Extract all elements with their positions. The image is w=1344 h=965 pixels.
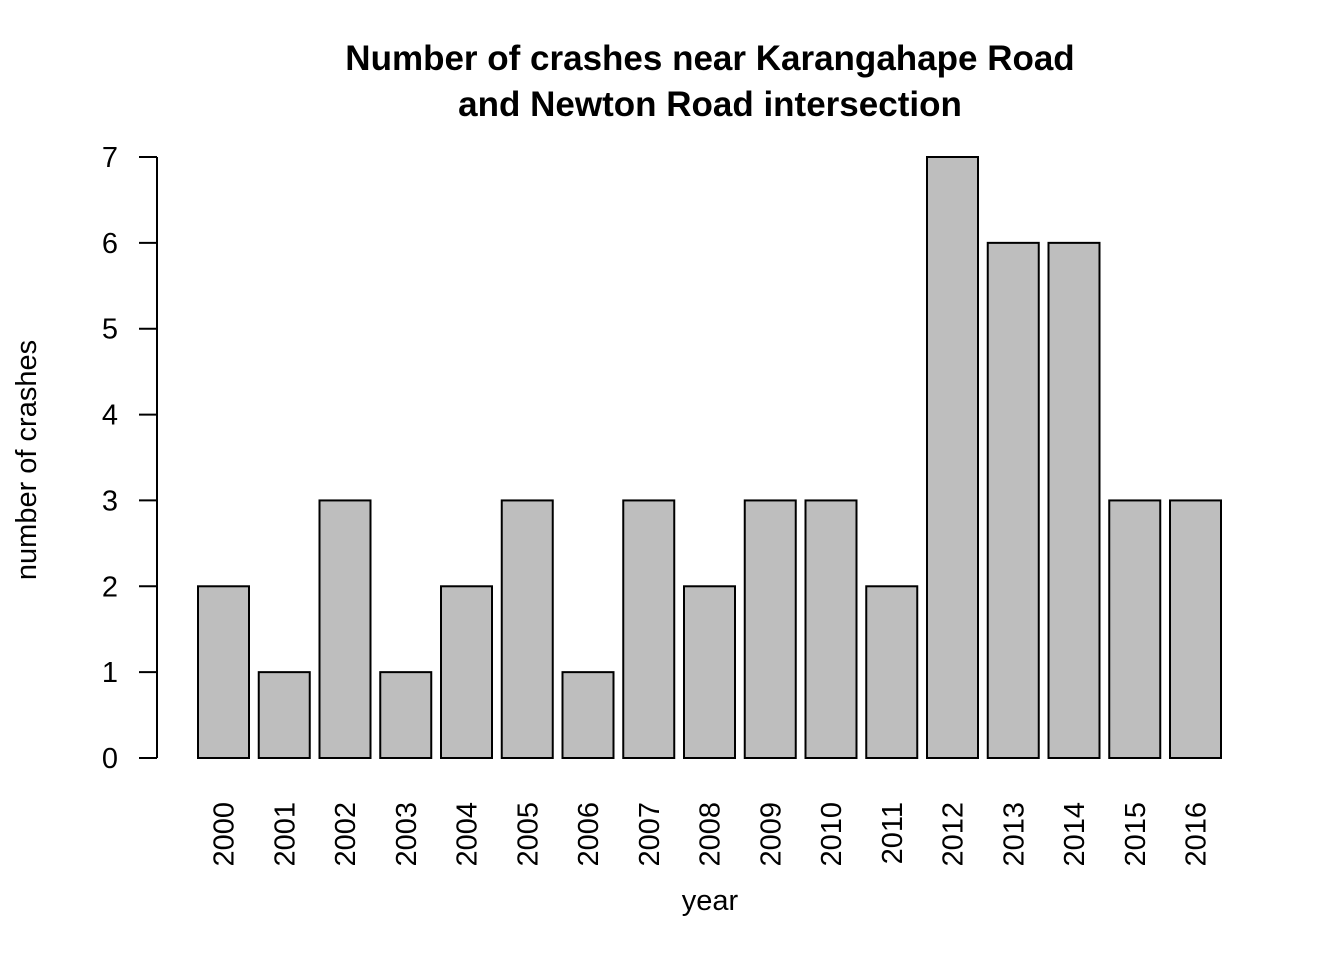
x-tick-label-2007: 2007	[634, 802, 666, 867]
chart-title-line-2: and Newton Road intersection	[458, 85, 962, 124]
x-tick-label-2000: 2000	[209, 802, 241, 867]
bar-2014	[1047, 241, 1101, 760]
x-tick-label-2009: 2009	[755, 802, 787, 867]
bar-2012	[926, 156, 979, 759]
y-tick-label: 2	[102, 571, 118, 603]
bar-2011	[865, 585, 919, 759]
bars-group	[197, 156, 1222, 760]
x-tick-label-2002: 2002	[330, 802, 362, 867]
x-axis-label: year	[682, 885, 739, 917]
bar-2002	[318, 499, 372, 759]
bar-2000	[197, 585, 250, 759]
x-tick-label-2012: 2012	[938, 802, 970, 867]
bar-2001	[257, 671, 311, 760]
y-axis-label: number of crashes	[11, 340, 43, 580]
x-tick-label-2011: 2011	[877, 802, 909, 864]
bar-2009	[743, 499, 797, 759]
x-tick-label-2003: 2003	[391, 802, 423, 867]
x-tick-labels: 2000 2001 2002 2003 2004 2005 2006 2007 2008 2009…	[209, 802, 1213, 867]
bar-2013	[986, 241, 1040, 760]
y-tick-label: 6	[102, 228, 118, 260]
chart-title-line-1: Number of crashes near Karangahape Road	[345, 39, 1074, 78]
bar-2015	[1108, 499, 1162, 759]
x-tick-label-2001: 2001	[269, 802, 301, 867]
x-tick-label-2013: 2013	[998, 802, 1030, 867]
bar-2005	[500, 499, 554, 759]
x-tick-label-2016: 2016	[1181, 802, 1213, 867]
x-tick-label-2004: 2004	[452, 802, 484, 867]
bar-2004	[440, 585, 493, 759]
bar-2003	[379, 671, 433, 760]
bar-2008	[683, 585, 736, 759]
bar-2007	[622, 499, 676, 759]
x-tick-label-2008: 2008	[695, 802, 727, 867]
y-axis: 0 1 2 3 4 5 6 7	[102, 142, 158, 775]
x-tick-label-2005: 2005	[512, 802, 544, 867]
bar-2016	[1169, 499, 1222, 759]
x-tick-label-2015: 2015	[1120, 802, 1152, 867]
y-tick-label: 0	[102, 743, 118, 775]
y-tick-label: 5	[102, 314, 118, 346]
x-tick-label-2006: 2006	[573, 802, 605, 867]
y-tick-label: 4	[102, 400, 118, 432]
x-tick-label-2010: 2010	[816, 802, 848, 867]
bar-2010	[804, 499, 858, 759]
bar-2006	[561, 671, 615, 760]
y-tick-label: 7	[102, 142, 118, 174]
y-tick-label: 1	[102, 657, 118, 689]
x-tick-label-2014: 2014	[1059, 802, 1091, 867]
y-tick-label: 3	[102, 485, 118, 517]
